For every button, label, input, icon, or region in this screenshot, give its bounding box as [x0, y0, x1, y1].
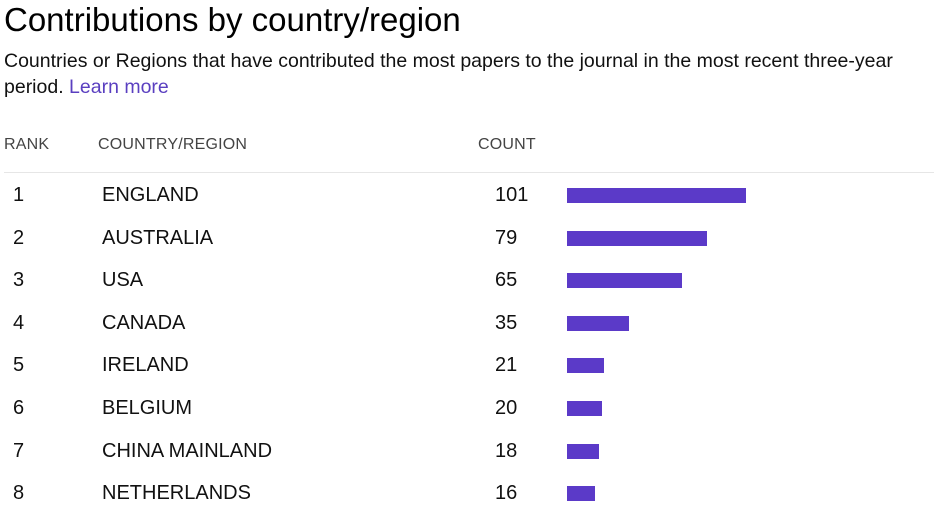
table-row: 6 BELGIUM 20: [0, 387, 934, 429]
country-cell: NETHERLANDS: [102, 482, 251, 505]
header-divider: [4, 172, 934, 173]
table-row: 3 USA 65: [0, 259, 934, 301]
page-title: Contributions by country/region: [4, 1, 461, 38]
rank-cell: 8: [13, 482, 25, 505]
rank-cell: 2: [13, 226, 25, 249]
count-bar: [567, 358, 604, 374]
table-row: 5 IRELAND 21: [0, 344, 934, 386]
country-cell: ENGLAND: [102, 184, 199, 206]
count-column-header: COUNT: [478, 136, 536, 153]
country-cell: USA: [102, 269, 144, 292]
learn-more-link[interactable]: Learn more: [69, 76, 169, 98]
count-cell: 79: [495, 226, 518, 249]
country-cell: CANADA: [102, 311, 186, 334]
description-text: Countries or Regions that have contribut…: [4, 50, 893, 98]
count-bar: [567, 315, 629, 331]
rank-cell: 4: [13, 311, 25, 334]
count-bar: [567, 401, 602, 416]
count-bar: [567, 443, 599, 459]
country-cell: AUSTRALIA: [102, 226, 214, 249]
count-cell: 35: [495, 311, 518, 334]
table-row: 7 CHINA MAINLAND 18: [0, 430, 934, 472]
count-cell: 21: [495, 354, 518, 377]
count-cell: 101: [495, 184, 529, 206]
rank-cell: 6: [13, 397, 25, 419]
table-row: 2 AUSTRALIA 79: [0, 217, 934, 259]
rank-cell: 7: [13, 439, 25, 462]
table-row: 4 CANADA 35: [0, 302, 934, 344]
count-cell: 18: [495, 439, 518, 462]
country-column-header: COUNTRY/REGION: [98, 136, 248, 153]
country-cell: IRELAND: [102, 354, 189, 377]
count-cell: 65: [495, 269, 518, 292]
count-bar: [567, 188, 746, 203]
rank-column-header: RANK: [4, 136, 50, 153]
page-description: Countries or Regions that have contribut…: [4, 48, 930, 100]
country-cell: BELGIUM: [102, 397, 193, 419]
table-row: 1 ENGLAND 101: [0, 174, 934, 216]
count-bar: [567, 273, 682, 289]
count-cell: 16: [495, 482, 518, 505]
table-row: 8 NETHERLANDS 16: [0, 472, 934, 514]
count-bar: [567, 230, 707, 246]
count-bar: [567, 486, 595, 502]
rank-cell: 5: [13, 354, 25, 377]
count-cell: 20: [495, 397, 518, 419]
rank-cell: 3: [13, 269, 25, 292]
rank-cell: 1: [13, 184, 25, 206]
country-cell: CHINA MAINLAND: [102, 439, 273, 462]
